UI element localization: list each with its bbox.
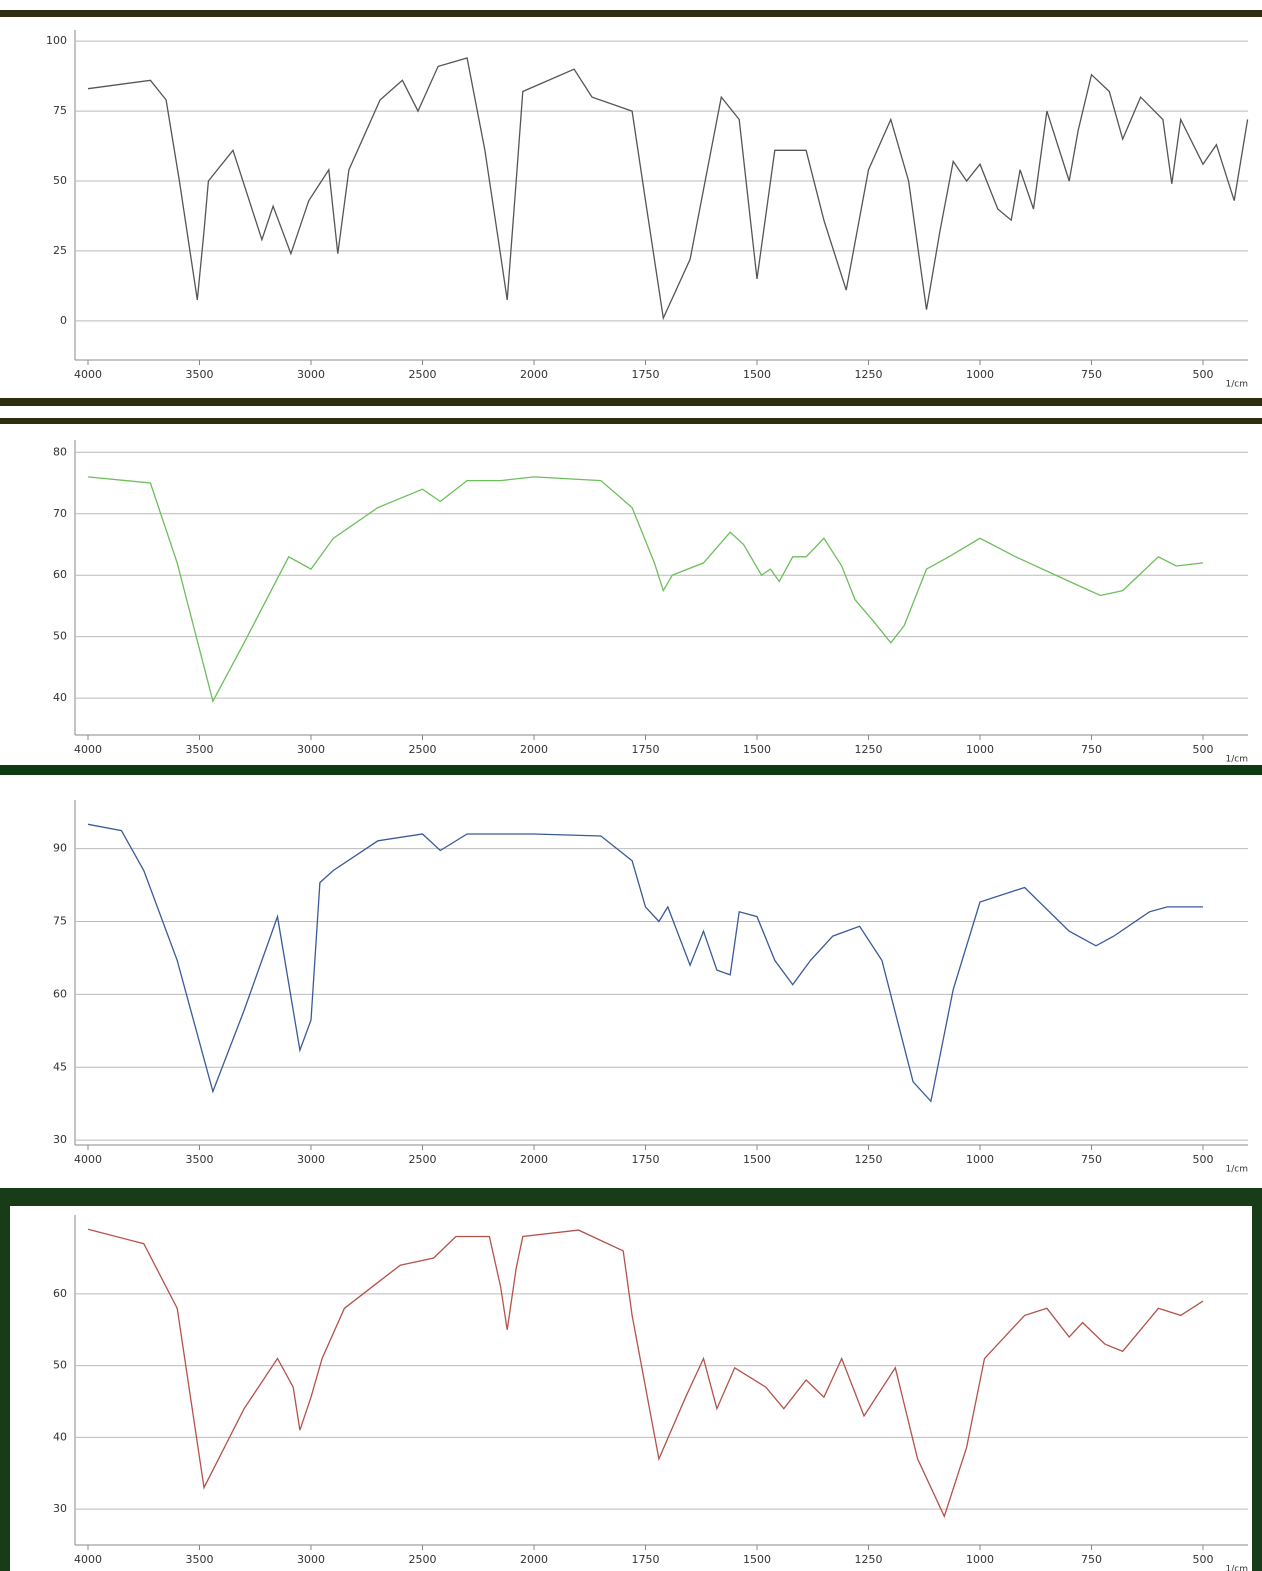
y-tick-label: 75 (53, 914, 67, 927)
x-tick-label: 1000 (966, 1553, 994, 1566)
x-tick-label: 3000 (297, 368, 325, 381)
x-tick-label: 1500 (743, 1553, 771, 1566)
y-tick-label: 30 (53, 1502, 67, 1515)
x-tick-label: 3000 (297, 1553, 325, 1566)
y-tick-label: 45 (53, 1060, 67, 1073)
x-tick-label: 3500 (186, 1553, 214, 1566)
spectrum-line (87, 823, 1203, 1103)
x-tick-label: 1000 (966, 743, 994, 756)
frame-band (1252, 1206, 1262, 1571)
y-tick-label: 75 (53, 104, 67, 117)
x-tick-label: 3000 (297, 1153, 325, 1166)
y-tick-label: 0 (60, 314, 67, 327)
frame-band (0, 398, 1262, 406)
x-tick-label: 750 (1081, 1553, 1102, 1566)
x-tick-label: 500 (1193, 1153, 1214, 1166)
y-tick-label: 50 (53, 630, 67, 643)
x-tick-label: 1250 (855, 368, 883, 381)
y-tick-label: 30 (53, 1133, 67, 1146)
frame-band (0, 1188, 1262, 1206)
x-axis-label: 1/cm (1226, 755, 1248, 765)
y-tick-label: 60 (53, 1287, 67, 1300)
x-tick-label: 1000 (966, 1153, 994, 1166)
x-tick-label: 2000 (520, 368, 548, 381)
frame-band (0, 1206, 10, 1571)
y-tick-label: 80 (53, 445, 67, 458)
x-tick-label: 1750 (632, 368, 660, 381)
spectrum-line (87, 1228, 1204, 1519)
x-tick-label: 500 (1193, 368, 1214, 381)
x-tick-label: 1750 (632, 743, 660, 756)
x-tick-label: 4000 (74, 1153, 102, 1166)
frame-band (0, 10, 1262, 17)
x-tick-label: 2000 (520, 1153, 548, 1166)
y-tick-label: 40 (53, 1430, 67, 1443)
y-tick-label: 90 (53, 842, 67, 855)
y-tick-label: 60 (53, 568, 67, 581)
y-tick-label: 25 (53, 244, 67, 257)
x-tick-label: 2000 (520, 1553, 548, 1566)
x-tick-label: 3500 (186, 368, 214, 381)
frame-band (0, 418, 1262, 424)
x-axis-label: 1/cm (1226, 1165, 1248, 1175)
x-tick-label: 750 (1081, 743, 1102, 756)
spectrum-line (87, 57, 1249, 321)
x-tick-label: 500 (1193, 1553, 1214, 1566)
x-tick-label: 1750 (632, 1153, 660, 1166)
x-tick-label: 2500 (409, 1553, 437, 1566)
x-tick-label: 1500 (743, 1153, 771, 1166)
x-tick-label: 4000 (74, 743, 102, 756)
x-tick-label: 3500 (186, 1153, 214, 1166)
x-tick-label: 500 (1193, 743, 1214, 756)
y-tick-label: 100 (46, 34, 67, 47)
x-tick-label: 1000 (966, 368, 994, 381)
x-tick-label: 1750 (632, 1553, 660, 1566)
x-tick-label: 4000 (74, 368, 102, 381)
y-tick-label: 50 (53, 174, 67, 187)
x-tick-label: 1250 (855, 743, 883, 756)
x-tick-label: 1500 (743, 368, 771, 381)
x-tick-label: 1250 (855, 1553, 883, 1566)
y-tick-label: 70 (53, 507, 67, 520)
x-tick-label: 2000 (520, 743, 548, 756)
x-tick-label: 3500 (186, 743, 214, 756)
x-tick-label: 1250 (855, 1153, 883, 1166)
x-tick-label: 2500 (409, 743, 437, 756)
x-tick-label: 1500 (743, 743, 771, 756)
x-tick-label: 2500 (409, 368, 437, 381)
y-tick-label: 60 (53, 987, 67, 1000)
x-axis-label: 1/cm (1226, 380, 1248, 390)
spectrum-line (87, 476, 1204, 703)
x-tick-label: 4000 (74, 1553, 102, 1566)
x-tick-label: 2500 (409, 1153, 437, 1166)
x-tick-label: 750 (1081, 368, 1102, 381)
x-tick-label: 750 (1081, 1153, 1102, 1166)
y-tick-label: 40 (53, 691, 67, 704)
y-tick-label: 50 (53, 1359, 67, 1372)
x-axis-label: 1/cm (1226, 1565, 1248, 1571)
frame-band (0, 765, 1262, 775)
x-tick-label: 3000 (297, 743, 325, 756)
